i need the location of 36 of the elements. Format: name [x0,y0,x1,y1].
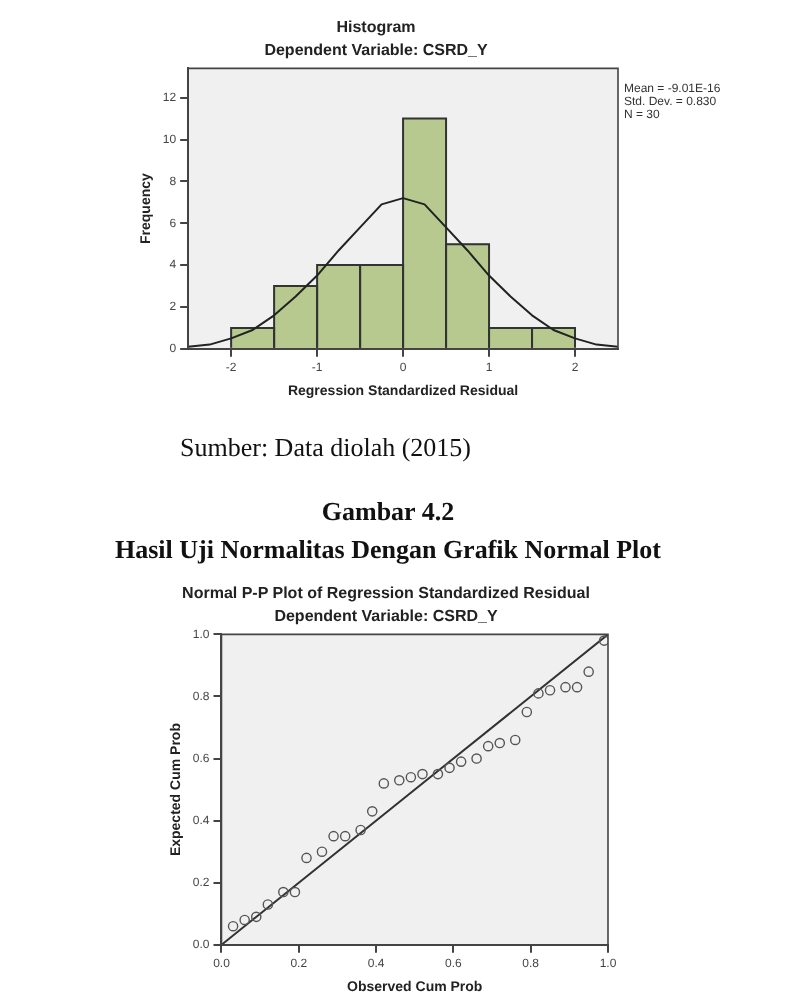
point [571,681,583,693]
point [278,886,289,898]
point [227,920,239,932]
point [509,734,521,746]
chart-subtitle: Dependent Variable: CSRD_Y [264,41,489,60]
point [444,762,455,774]
point [521,706,533,718]
chart-title: Normal P-P Plot of Regression Standardized Residual [182,584,590,603]
point [316,846,328,857]
point [432,768,444,780]
text: Sumber: Data diolah (2015) [180,432,471,462]
point [239,914,250,926]
point [533,688,544,699]
chart-title: Histogram [336,18,416,37]
point [494,737,506,749]
point [393,774,405,786]
point [560,681,571,693]
point [455,756,467,767]
point [378,778,390,789]
text: Gambar 4.2 [321,496,455,526]
point [339,830,351,842]
point [262,899,274,910]
point [471,753,482,764]
point [289,886,301,898]
point [482,740,494,752]
text: Hasil Uji Normalitas Dengan Grafik Normal Plot [115,534,661,564]
point [250,911,262,923]
point [583,666,594,677]
point [301,852,312,864]
point [405,771,417,783]
point [417,768,428,780]
point [544,684,556,696]
point [328,830,339,842]
chart-subtitle: Dependent Variable: CSRD_Y [274,607,499,626]
point [355,824,366,836]
point [366,806,378,817]
